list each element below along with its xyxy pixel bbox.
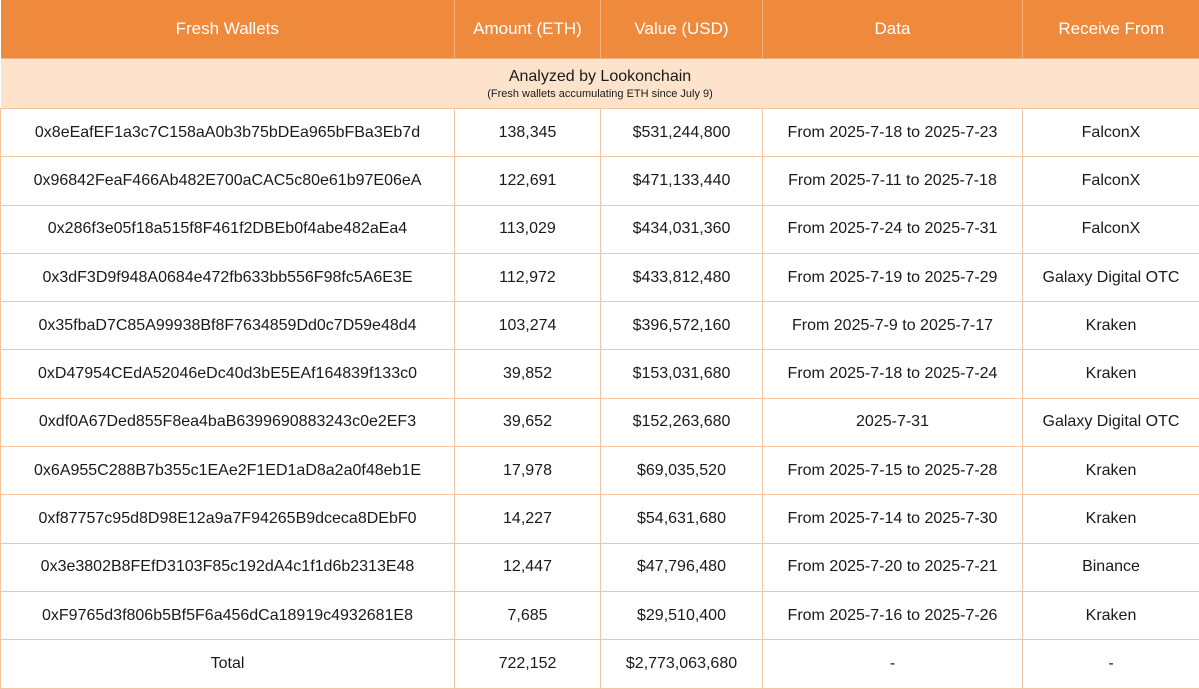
date-range-cell: From 2025-7-24 to 2025-7-31 [762,205,1023,254]
total-receive-from-cell: - [1022,639,1199,689]
amount-cell: 39,652 [454,398,601,448]
column-header-data: Data [762,0,1023,59]
table-body: 0x8eEafEF1a3c7C158aA0b3b75bDEa965bFBa3Eb… [0,108,1199,689]
receive-from-cell: Kraken [1022,446,1199,496]
value-cell: $396,572,160 [600,301,763,351]
column-header-value: Value (USD) [600,0,763,59]
wallet-address-cell: 0x3e3802B8FEfD3103F85c192dA4c1f1d6b2313E… [0,543,455,592]
table-row: 0xf87757c95d8D98E12a9a7F94265B9dceca8DEb… [0,494,1199,544]
amount-cell: 138,345 [454,108,601,158]
value-cell: $69,035,520 [600,446,763,496]
receive-from-cell: Binance [1022,543,1199,592]
table-row: 0x35fbaD7C85A99938Bf8F7634859Dd0c7D59e48… [0,301,1199,351]
amount-cell: 103,274 [454,301,601,351]
receive-from-cell: Galaxy Digital OTC [1022,253,1199,303]
value-cell: $434,031,360 [600,205,763,254]
amount-cell: 12,447 [454,543,601,592]
banner-title: Analyzed by Lookonchain [508,67,692,85]
wallet-address-cell: 0x96842FeaF466Ab482E700aCAC5c80e61b97E06… [0,156,455,206]
column-header-receive-from: Receive From [1022,0,1199,59]
receive-from-cell: FalconX [1022,108,1199,158]
value-cell: $152,263,680 [600,398,763,448]
wallet-address-cell: 0x3dF3D9f948A0684e472fb633bb556F98fc5A6E… [0,253,455,303]
amount-cell: 7,685 [454,591,601,641]
receive-from-cell: FalconX [1022,156,1199,206]
amount-cell: 122,691 [454,156,601,206]
column-header-wallet: Fresh Wallets [0,0,455,59]
date-range-cell: From 2025-7-18 to 2025-7-23 [762,108,1023,158]
wallet-address-cell: 0x35fbaD7C85A99938Bf8F7634859Dd0c7D59e48… [0,301,455,351]
date-range-cell: From 2025-7-14 to 2025-7-30 [762,494,1023,544]
wallet-address-cell: 0x8eEafEF1a3c7C158aA0b3b75bDEa965bFBa3Eb… [0,108,455,158]
banner-subtitle: (Fresh wallets accumulating ETH since Ju… [487,87,713,100]
total-amount-cell: 722,152 [454,639,601,689]
receive-from-cell: Kraken [1022,494,1199,544]
total-value-cell: $2,773,063,680 [600,639,763,689]
value-cell: $29,510,400 [600,591,763,641]
receive-from-cell: FalconX [1022,205,1199,254]
table-row: 0xD47954CEdA52046eDc40d3bE5EAf164839f133… [0,349,1199,399]
table-row: 0x6A955C288B7b355c1EAe2F1ED1aD8a2a0f48eb… [0,446,1199,496]
value-cell: $471,133,440 [600,156,763,206]
table-row: 0x96842FeaF466Ab482E700aCAC5c80e61b97E06… [0,156,1199,206]
date-range-cell: From 2025-7-18 to 2025-7-24 [762,349,1023,399]
amount-cell: 14,227 [454,494,601,544]
value-cell: $433,812,480 [600,253,763,303]
receive-from-cell: Kraken [1022,349,1199,399]
wallet-address-cell: 0xf87757c95d8D98E12a9a7F94265B9dceca8DEb… [0,494,455,544]
receive-from-cell: Galaxy Digital OTC [1022,398,1199,448]
amount-cell: 17,978 [454,446,601,496]
receive-from-cell: Kraken [1022,591,1199,641]
amount-cell: 39,852 [454,349,601,399]
wallet-address-cell: 0x286f3e05f18a515f8F461f2DBEb0f4abe482aE… [0,205,455,254]
date-range-cell: From 2025-7-9 to 2025-7-17 [762,301,1023,351]
wallet-address-cell: 0x6A955C288B7b355c1EAe2F1ED1aD8a2a0f48eb… [0,446,455,496]
table-row: 0x8eEafEF1a3c7C158aA0b3b75bDEa965bFBa3Eb… [0,108,1199,158]
table-row: 0x3dF3D9f948A0684e472fb633bb556F98fc5A6E… [0,253,1199,303]
total-data-cell: - [762,639,1023,689]
value-cell: $153,031,680 [600,349,763,399]
header-row: Fresh Wallets Amount (ETH) Value (USD) D… [0,0,1199,59]
date-range-cell: From 2025-7-11 to 2025-7-18 [762,156,1023,206]
amount-cell: 113,029 [454,205,601,254]
column-header-amount: Amount (ETH) [454,0,601,59]
wallet-address-cell: 0xD47954CEdA52046eDc40d3bE5EAf164839f133… [0,349,455,399]
table-row: 0x286f3e05f18a515f8F461f2DBEb0f4abe482aE… [0,205,1199,254]
date-range-cell: From 2025-7-16 to 2025-7-26 [762,591,1023,641]
table-row: 0xF9765d3f806b5Bf5F6a456dCa18919c4932681… [0,591,1199,641]
table-row: 0x3e3802B8FEfD3103F85c192dA4c1f1d6b2313E… [0,543,1199,592]
table-row: 0xdf0A67Ded855F8ea4baB6399690883243c0e2E… [0,398,1199,448]
total-label-cell: Total [0,639,455,689]
wallet-address-cell: 0xdf0A67Ded855F8ea4baB6399690883243c0e2E… [0,398,455,448]
value-cell: $47,796,480 [600,543,763,592]
wallet-address-cell: 0xF9765d3f806b5Bf5F6a456dCa18919c4932681… [0,591,455,641]
banner-row: Analyzed by Lookonchain (Fresh wallets a… [0,58,1199,109]
total-row: Total 722,152 $2,773,063,680- - [0,639,1199,689]
value-cell: $531,244,800 [600,108,763,158]
date-range-cell: From 2025-7-15 to 2025-7-28 [762,446,1023,496]
banner-cell: Analyzed by Lookonchain (Fresh wallets a… [0,58,1199,109]
date-range-cell: From 2025-7-20 to 2025-7-21 [762,543,1023,592]
receive-from-cell: Kraken [1022,301,1199,351]
date-range-cell: 2025-7-31 [762,398,1023,448]
date-range-cell: From 2025-7-19 to 2025-7-29 [762,253,1023,303]
amount-cell: 112,972 [454,253,601,303]
value-cell: $54,631,680 [600,494,763,544]
